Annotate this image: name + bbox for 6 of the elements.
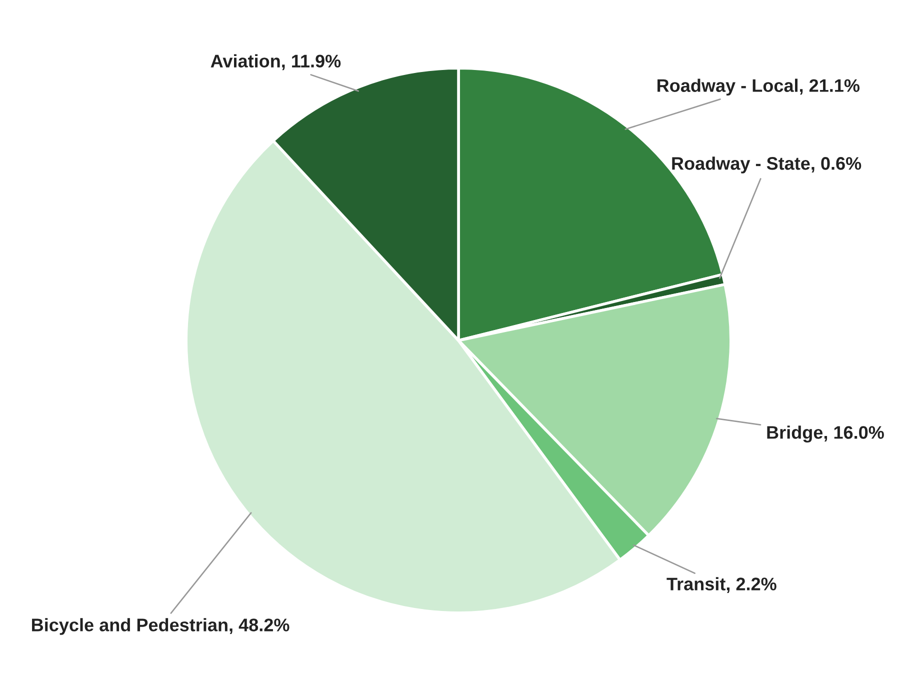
slice-label: Bridge, 16.0% xyxy=(767,426,884,443)
slice-label: Transit, 2.2% xyxy=(666,577,776,594)
slice-label: Roadway - State, 0.6% xyxy=(672,156,862,174)
slice-label: Aviation, 11.9% xyxy=(210,54,341,70)
slice-label: Roadway - Local, 21.1% xyxy=(658,78,860,96)
slice-label: Bicycle and Pedestrian, 48.2% xyxy=(32,618,290,635)
